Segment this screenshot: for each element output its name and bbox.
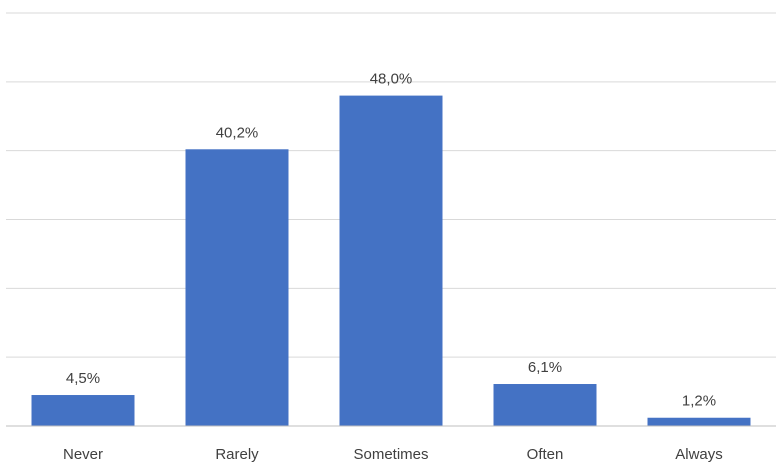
bar-always <box>647 417 751 426</box>
data-label-sometimes: 48,0% <box>370 71 413 88</box>
bar-sometimes <box>339 95 443 426</box>
category-label-sometimes: Sometimes <box>353 446 428 463</box>
bar-rarely <box>185 149 289 427</box>
category-label-often: Often <box>527 446 564 463</box>
category-labels: Never Rarely Sometimes Often Always <box>63 446 723 463</box>
data-label-always: 1,2% <box>682 393 716 410</box>
category-label-always: Always <box>675 446 723 463</box>
data-label-rarely: 40,2% <box>216 124 259 141</box>
category-label-rarely: Rarely <box>215 446 259 463</box>
bars <box>31 95 751 427</box>
category-label-never: Never <box>63 446 103 463</box>
bar-often <box>493 384 597 426</box>
bar-never <box>31 395 135 426</box>
data-labels: 4,5% 40,2% 48,0% 6,1% 1,2% <box>66 71 716 410</box>
data-label-never: 4,5% <box>66 370 100 387</box>
data-label-often: 6,1% <box>528 359 562 376</box>
